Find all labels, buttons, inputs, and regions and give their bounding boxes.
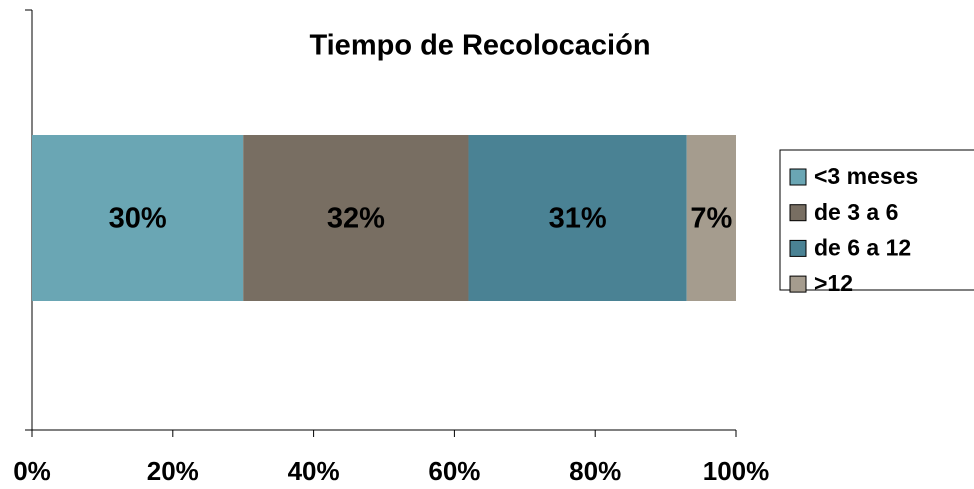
x-tick-label: 20% — [147, 456, 199, 486]
bar-segment — [243, 135, 469, 301]
legend-label: >12 — [814, 270, 853, 296]
data-label: 32% — [327, 203, 385, 235]
legend-label: <3 meses — [814, 163, 918, 189]
x-tick-label: 0% — [13, 456, 51, 486]
legend-swatch — [789, 239, 807, 257]
x-tick-label: 100% — [703, 456, 770, 486]
bar-segment — [686, 135, 736, 301]
data-label: 30% — [109, 203, 167, 235]
legend-swatch — [789, 204, 807, 222]
data-label: 31% — [549, 203, 607, 235]
chart-title: Tiempo de Recolocación — [309, 30, 650, 62]
x-tick-label: 40% — [288, 456, 340, 486]
bar-segment — [32, 135, 244, 301]
bar-segment — [468, 135, 687, 301]
legend-swatch — [789, 275, 807, 293]
data-label: 7% — [690, 203, 732, 235]
legend-swatch — [789, 168, 807, 186]
x-tick-label: 80% — [569, 456, 621, 486]
legend-label: de 6 a 12 — [814, 234, 911, 260]
x-tick-label: 60% — [428, 456, 480, 486]
legend-label: de 3 a 6 — [814, 199, 898, 225]
legend-box — [779, 149, 974, 291]
